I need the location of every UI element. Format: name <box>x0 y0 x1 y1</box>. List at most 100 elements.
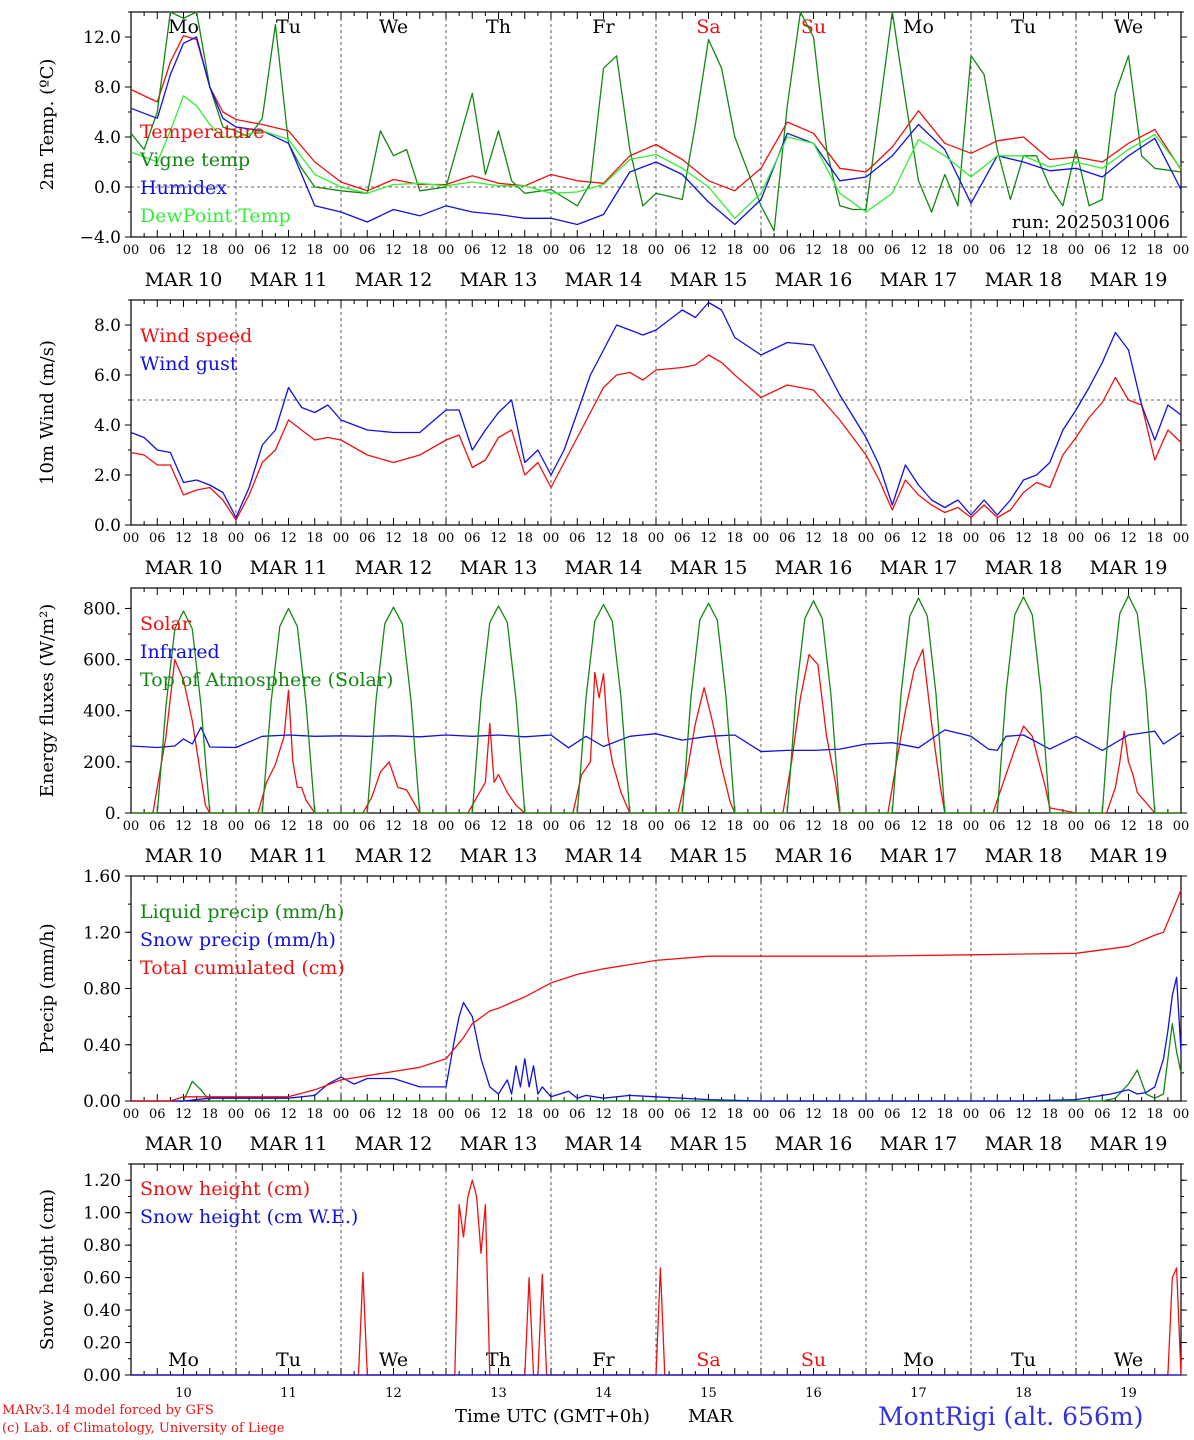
x-hour-label: 18 <box>306 531 323 546</box>
x-hour-label: 18 <box>831 819 848 834</box>
x-hour-label: 12 <box>700 243 717 258</box>
x-date-label: MAR 16 <box>775 557 853 579</box>
y-axis-label: 10m Wind (m/s) <box>37 340 58 485</box>
x-date-label: MAR 18 <box>985 269 1063 291</box>
x-hour-label: 12 <box>175 531 192 546</box>
weekday-label: Su <box>801 16 826 38</box>
x-hour-label: 18 <box>1146 1107 1163 1122</box>
series-line <box>130 36 1182 226</box>
x-hour-label: 12 <box>280 1107 297 1122</box>
x-hour-label: 00 <box>648 1107 665 1122</box>
weekday-label: Mo <box>903 1349 934 1371</box>
x-hour-label: 00 <box>753 243 770 258</box>
x-hour-label: 12 <box>280 243 297 258</box>
x-date-label: MAR 17 <box>880 1133 958 1155</box>
weekday-label: Sa <box>696 16 720 38</box>
x-hour-label: 06 <box>674 1107 691 1122</box>
x-date-label: MAR 11 <box>250 845 328 867</box>
x-hour-label: 12 <box>910 243 927 258</box>
x-hour-label: 18 <box>306 243 323 258</box>
x-hour-label: 00 <box>123 531 140 546</box>
y-tick-label: 400. <box>83 702 121 722</box>
x-hour-label: 18 <box>411 1107 428 1122</box>
x-hour-label: 06 <box>254 819 271 834</box>
x-date-label: MAR 13 <box>460 845 538 867</box>
x-hour-label: 06 <box>1094 1107 1111 1122</box>
y-axis-label: Energy fluxes (W/m²) <box>37 604 58 798</box>
weekday-label: We <box>379 1349 408 1371</box>
x-hour-label: 00 <box>228 243 245 258</box>
x-hour-label: 18 <box>201 819 218 834</box>
x-date-label: MAR 13 <box>460 269 538 291</box>
x-hour-label: 00 <box>1173 531 1190 546</box>
x-hour-label: 00 <box>1173 819 1190 834</box>
x-date-label: MAR 16 <box>775 845 853 867</box>
x-date-label: MAR 19 <box>1090 1133 1168 1155</box>
x-day-number: 12 <box>385 1386 402 1401</box>
y-tick-label: 4.0 <box>94 416 121 436</box>
x-hour-label: 18 <box>201 531 218 546</box>
y-tick-label: 0.00 <box>83 1366 121 1386</box>
y-axis-label: 2m Temp. (ºC) <box>37 59 58 191</box>
x-hour-label: 06 <box>779 531 796 546</box>
x-hour-label: 00 <box>123 819 140 834</box>
x-hour-label: 06 <box>464 819 481 834</box>
model-credit: MARv3.14 model forced by GFS (c) Lab. of… <box>2 1402 284 1438</box>
x-hour-label: 12 <box>280 531 297 546</box>
x-hour-label: 12 <box>490 243 507 258</box>
y-tick-label: 0.40 <box>83 1301 121 1321</box>
x-day-number: 16 <box>805 1386 822 1401</box>
x-hour-label: 06 <box>254 243 271 258</box>
x-date-label: MAR 14 <box>565 557 643 579</box>
x-date-label: MAR 14 <box>565 845 643 867</box>
plot-frame <box>130 299 1182 526</box>
x-hour-label: 12 <box>700 531 717 546</box>
x-date-label: MAR 12 <box>355 269 433 291</box>
x-date-label: MAR 19 <box>1090 557 1168 579</box>
x-hour-label: 18 <box>936 819 953 834</box>
x-hour-label: 12 <box>175 243 192 258</box>
x-hour-label: 18 <box>306 819 323 834</box>
x-hour-label: 18 <box>936 243 953 258</box>
y-tick-label: 0.0 <box>94 178 121 198</box>
y-tick-label: 8.0 <box>94 78 121 98</box>
x-hour-label: 00 <box>123 243 140 258</box>
x-day-number: 13 <box>490 1386 507 1401</box>
legend-entry: Infrared <box>140 641 220 663</box>
legend-entry: Snow height (cm W.E.) <box>140 1206 358 1228</box>
x-hour-label: 00 <box>963 243 980 258</box>
x-hour-label: 00 <box>438 1107 455 1122</box>
x-hour-label: 18 <box>1146 819 1163 834</box>
x-hour-label: 12 <box>805 1107 822 1122</box>
x-hour-label: 00 <box>123 1107 140 1122</box>
x-hour-label: 12 <box>1120 243 1137 258</box>
weekday-label: Mo <box>168 1349 199 1371</box>
x-hour-label: 00 <box>333 1107 350 1122</box>
x-date-label: MAR 18 <box>985 845 1063 867</box>
x-hour-label: 00 <box>963 819 980 834</box>
x-hour-label: 00 <box>228 531 245 546</box>
x-hour-label: 00 <box>543 1107 560 1122</box>
weekday-label: Tu <box>1011 16 1036 38</box>
weekday-label: Su <box>801 1349 826 1371</box>
y-tick-label: 1.20 <box>83 1171 121 1191</box>
x-hour-label: 00 <box>963 531 980 546</box>
x-hour-label: 00 <box>1173 1107 1190 1122</box>
legend-entry: Total cumulated (cm) <box>140 957 345 979</box>
series-line <box>131 595 1181 814</box>
legend-entry: Wind gust <box>140 353 238 375</box>
x-hour-label: 12 <box>490 819 507 834</box>
legend-entry: Temperature <box>140 121 264 143</box>
x-hour-label: 12 <box>1015 531 1032 546</box>
x-date-label: MAR 12 <box>355 845 433 867</box>
x-hour-label: 00 <box>543 243 560 258</box>
x-hour-label: 06 <box>464 243 481 258</box>
x-hour-label: 00 <box>543 531 560 546</box>
x-hour-label: 06 <box>464 531 481 546</box>
x-date-label: MAR 12 <box>355 1133 433 1155</box>
x-hour-label: 00 <box>753 1107 770 1122</box>
x-hour-label: 18 <box>516 1107 533 1122</box>
y-tick-label: 0. <box>105 804 121 824</box>
plot-frame <box>130 11 1182 238</box>
legend-entry: Humidex <box>140 177 227 199</box>
